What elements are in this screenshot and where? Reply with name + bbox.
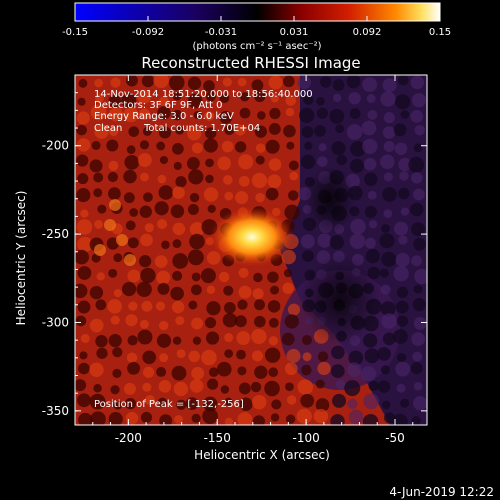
energy-text: Energy Range: 3.0 - 6.0 keV — [94, 111, 234, 122]
chart-title: Reconstructed RHESSI Image — [141, 54, 360, 72]
counts-text: Total counts: 1.70E+04 — [143, 123, 260, 134]
heatmap-speckle — [75, 75, 427, 425]
y-tick-label: -250 — [42, 227, 69, 241]
x-axis-label: Heliocentric X (arcsec) — [194, 448, 330, 462]
colorbar-tick-label: 0.031 — [280, 27, 309, 38]
x-tick-label: -200 — [115, 431, 142, 445]
y-tick-label: -350 — [42, 404, 69, 418]
y-tick-label: -200 — [42, 139, 69, 153]
x-tick-label: -150 — [204, 431, 231, 445]
colorbar-tick-label: 0.092 — [353, 27, 382, 38]
y-axis-ticks: -200 -250 -300 -350 — [42, 92, 427, 418]
colorbar-tick-label: -0.031 — [205, 27, 237, 38]
y-tick-label: -300 — [42, 315, 69, 329]
colorbar-tick-label: -0.092 — [132, 27, 164, 38]
colorbar-ticks: -0.15 -0.092 -0.031 0.031 0.092 0.15 — [62, 16, 451, 38]
x-tick-label: -50 — [385, 431, 405, 445]
colorbar-unit: (photons cm⁻² s⁻¹ asec⁻²) — [192, 41, 321, 52]
colorbar-tick-label: -0.15 — [62, 27, 88, 38]
x-tick-label: -100 — [292, 431, 319, 445]
time-range-text: 14-Nov-2014 18:51:20.000 to 18:56:40.000 — [94, 89, 313, 100]
colorbar — [74, 2, 441, 22]
footer-date: 4-Jun-2019 12:22 — [389, 485, 494, 499]
heatmap-image — [75, 75, 427, 425]
detectors-text: Detectors: 3F 6F 9F, Att 0 — [94, 100, 222, 111]
method-text: Clean — [94, 123, 122, 134]
x-axis-ticks: -200 -150 -100 -50 — [92, 75, 414, 445]
plot-frame — [74, 74, 428, 426]
y-axis-label: Heliocentric Y (arcsec) — [14, 191, 28, 326]
colorbar-tick-label: 0.15 — [429, 27, 451, 38]
peak-position-text: Position of Peak = [-132,-256] — [94, 399, 244, 410]
peak-source — [210, 207, 294, 267]
